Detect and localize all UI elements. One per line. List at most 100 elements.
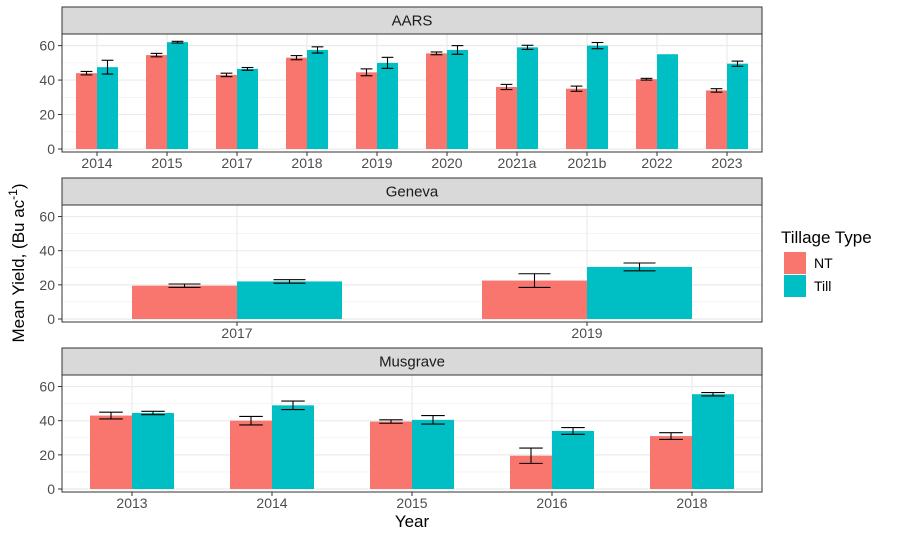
error-bar-aars-nt-2020 (430, 51, 443, 56)
bar-aars-till-2015 (167, 42, 188, 149)
error-bar-musgrave-till-2013 (141, 410, 165, 416)
panel-geneva: Geneva 0 20 40 60 2017 2019 (39, 177, 763, 341)
error-bar-aars-till-2020 (451, 45, 464, 55)
legend-item-till: Till (784, 275, 831, 297)
x-tick-label: 2017 (221, 325, 252, 341)
x-tick-label: 2014 (81, 155, 112, 171)
bar-musgrave-till-2016 (552, 430, 594, 489)
error-bar-musgrave-till-2016 (561, 426, 585, 435)
strip-aars (61, 6, 763, 35)
error-bar-aars-till-2018 (311, 46, 324, 54)
x-tick-label: 2015 (151, 155, 182, 171)
y-axis-title-superscript: -1 (6, 189, 20, 200)
y-tick-label: 40 (39, 72, 55, 88)
strip-title-musgrave: Musgrave (379, 354, 445, 371)
bar-aars-nt-2023 (706, 90, 727, 149)
y-axis-title-suffix: ) (9, 183, 28, 189)
bar-geneva-till-2017 (237, 281, 342, 319)
y-tick-label: 60 (39, 209, 55, 225)
x-tick-label: 2017 (221, 155, 252, 171)
bar-aars-till-2020 (447, 49, 468, 149)
error-bar-aars-till-2014 (101, 59, 114, 75)
x-tick-label: 2019 (571, 325, 602, 341)
panel-aars: AARS 0 20 40 60 2014 2015 2017 2018 2019 2020 2021a… (39, 6, 763, 171)
bar-aars-till-2017 (237, 68, 258, 149)
bar-aars-nt-2021b (566, 88, 587, 149)
legend-item-nt: NT (784, 252, 833, 274)
error-bar-aars-till-2015 (171, 40, 184, 44)
bar-aars-nt-2020 (426, 53, 447, 149)
bar-aars-till-2021a (517, 47, 538, 149)
x-tick-label: 2018 (676, 495, 707, 511)
error-bar-aars-till-2023 (731, 60, 744, 67)
error-bar-musgrave-nt-2013 (99, 411, 123, 420)
x-tick-label: 2019 (361, 155, 392, 171)
error-bar-aars-nt-2021a (500, 83, 513, 91)
bar-aars-till-2018 (307, 49, 328, 149)
y-tick-label: 20 (39, 277, 55, 293)
x-tick-label: 2022 (641, 155, 672, 171)
legend-key-nt (784, 252, 806, 274)
legend-title: Tillage Type (781, 228, 872, 247)
bar-musgrave-nt-2013 (90, 415, 132, 489)
y-tick-label: 40 (39, 243, 55, 259)
y-tick-label: 0 (47, 481, 55, 497)
error-bar-geneva-till-2017 (273, 279, 306, 284)
x-tick-label: 2013 (116, 495, 147, 511)
error-bar-aars-nt-2019 (360, 68, 373, 77)
error-bar-musgrave-nt-2016 (519, 447, 543, 464)
x-tick-label: 2018 (291, 155, 322, 171)
legend-label-nt: NT (814, 255, 833, 271)
bar-aars-nt-2022 (636, 79, 657, 149)
bar-musgrave-nt-2018 (650, 436, 692, 489)
bar-aars-nt-2014 (76, 73, 97, 149)
y-tick-label: 20 (39, 107, 55, 123)
bar-geneva-nt-2017 (132, 285, 237, 319)
bar-aars-nt-2019 (356, 72, 377, 149)
bar-geneva-till-2019 (587, 266, 692, 319)
bar-aars-till-2023 (727, 63, 748, 150)
y-tick-label: 60 (39, 38, 55, 54)
strip-title-geneva: Geneva (386, 184, 439, 201)
bar-musgrave-till-2013 (132, 413, 174, 489)
strip-title-aars: AARS (392, 13, 433, 30)
x-axis-title: Year (395, 512, 430, 531)
bar-aars-nt-2021a (496, 86, 517, 149)
error-bar-aars-nt-2023 (710, 88, 723, 93)
strip-geneva (61, 177, 763, 206)
x-tick-label: 2021a (498, 155, 537, 171)
error-bar-musgrave-till-2015 (421, 415, 445, 425)
panel-musgrave: Musgrave 0 20 40 60 2013 2014 2015 2016 2018 (39, 347, 763, 511)
bar-aars-nt-2017 (216, 74, 237, 149)
error-bar-musgrave-till-2014 (281, 400, 305, 411)
bar-musgrave-till-2014 (272, 405, 314, 489)
error-bar-musgrave-nt-2014 (239, 415, 263, 426)
panel-border-geneva (61, 204, 763, 323)
x-tick-label: 2014 (256, 495, 287, 511)
bar-aars-nt-2018 (286, 57, 307, 149)
error-bar-aars-nt-2021b (570, 85, 583, 92)
legend-label-till: Till (814, 278, 831, 294)
bar-aars-till-2019 (377, 62, 398, 149)
y-tick-label: 60 (39, 379, 55, 395)
legend: Tillage Type NT Till (781, 228, 872, 297)
y-tick-label: 0 (47, 141, 55, 157)
y-axis-title-main: Mean Yield, (Bu ac (9, 199, 28, 342)
error-bar-aars-till-2021b (591, 41, 604, 50)
error-bar-aars-nt-2017 (220, 72, 233, 78)
error-bar-aars-nt-2022 (640, 77, 653, 81)
bar-aars-till-2014 (97, 67, 118, 149)
x-tick-label: 2021b (568, 155, 607, 171)
bar-musgrave-till-2018 (692, 394, 734, 489)
error-bar-aars-nt-2018 (290, 55, 303, 61)
error-bar-musgrave-nt-2018 (659, 432, 683, 441)
bar-aars-till-2022 (657, 54, 678, 149)
x-tick-label: 2015 (396, 495, 427, 511)
bar-aars-nt-2015 (146, 55, 167, 149)
y-tick-label: 20 (39, 447, 55, 463)
error-bar-musgrave-till-2018 (701, 391, 725, 397)
error-bar-aars-nt-2014 (80, 70, 93, 76)
x-tick-label: 2023 (711, 155, 742, 171)
